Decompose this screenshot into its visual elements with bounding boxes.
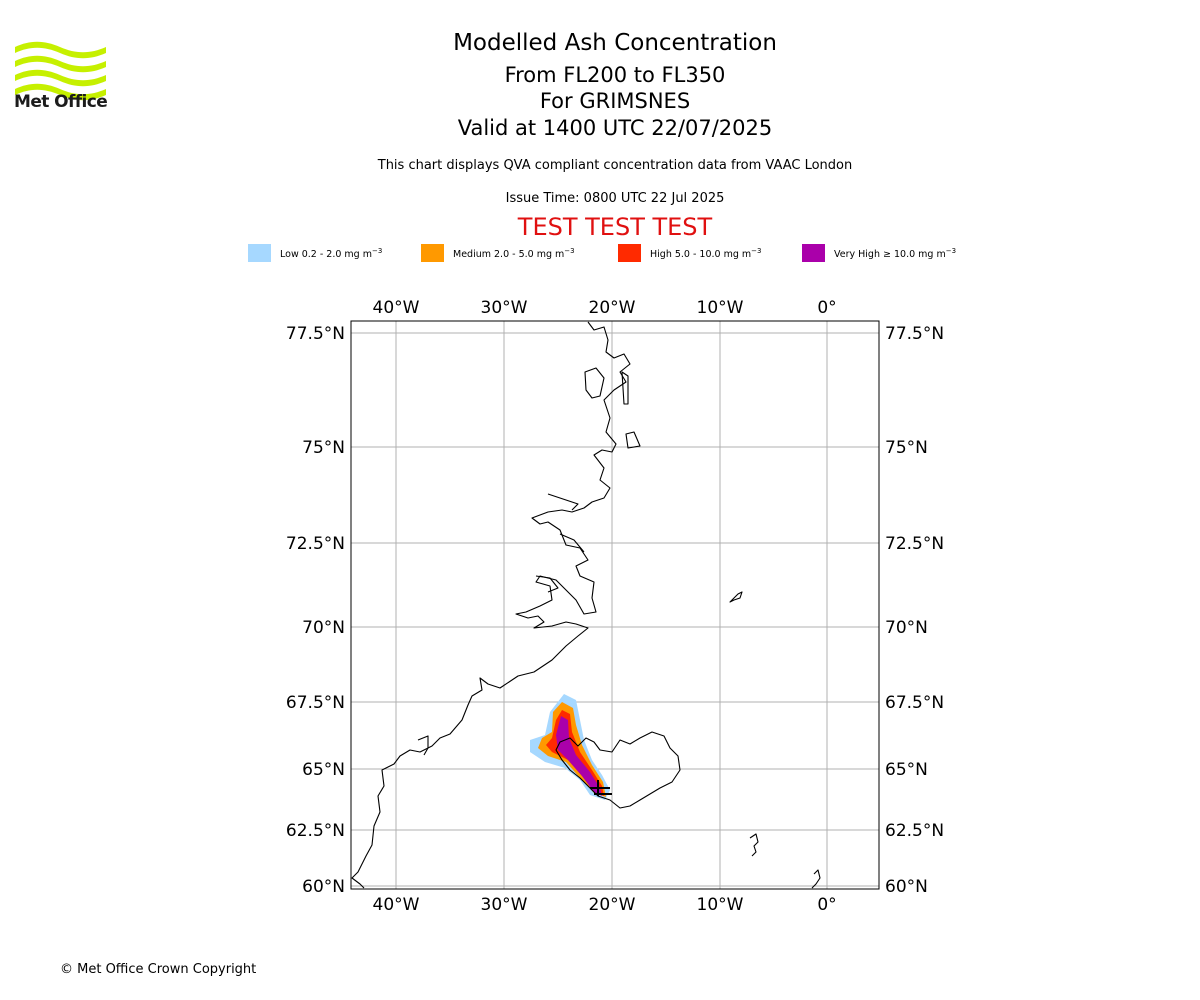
flight-levels: From FL200 to FL350 — [504, 63, 726, 87]
lat-label-right: 67.5°N — [885, 693, 944, 713]
lat-label-left: 70°N — [302, 618, 345, 638]
axis-labels: 40°W 40°W 30°W 30°W 20°W 20°W 10°W 10°W 0° 0° 77.5… — [286, 298, 944, 915]
legend-label-high: High 5.0 - 10.0 mg m−3 — [650, 247, 762, 261]
greenland-fjord-2 — [547, 493, 579, 511]
volcano-marker — [590, 780, 612, 796]
met-office-logo — [15, 41, 106, 101]
ash-plume — [530, 694, 610, 800]
lon-label-bottom: 30°W — [481, 895, 528, 915]
copyright-notice: © Met Office Crown Copyright — [60, 962, 257, 977]
lat-label-left: 62.5°N — [286, 821, 345, 841]
lat-label-left: 72.5°N — [286, 534, 345, 554]
chart-title: Modelled Ash Concentration — [453, 30, 777, 56]
lat-label-right: 65°N — [885, 760, 928, 780]
test-banner: TEST TEST TEST — [517, 213, 713, 241]
lat-label-left: 60°N — [302, 877, 345, 897]
faroe-islands — [749, 833, 759, 857]
legend-swatch-low — [248, 244, 271, 262]
lat-label-right: 77.5°N — [885, 324, 944, 344]
greenland-fjord-5 — [417, 735, 429, 756]
legend-label-low: Low 0.2 - 2.0 mg m−3 — [280, 247, 383, 261]
lat-label-right: 75°N — [885, 438, 928, 458]
greenland-fjord-1 — [584, 367, 605, 399]
lat-label-left: 75°N — [302, 438, 345, 458]
graticule — [351, 321, 879, 889]
lon-label-top: 40°W — [373, 298, 420, 318]
lon-label-bottom: 0° — [817, 895, 836, 915]
greenland-east-coast — [351, 321, 631, 889]
jan-mayen — [729, 591, 743, 603]
lat-label-right: 72.5°N — [885, 534, 944, 554]
volcano-name: For GRIMSNES — [539, 89, 691, 113]
logo-wordmark: Met Office — [14, 92, 108, 112]
lat-label-left: 77.5°N — [286, 324, 345, 344]
legend: Low 0.2 - 2.0 mg m−3 Medium 2.0 - 5.0 mg… — [0, 244, 1200, 264]
lon-label-bottom: 10°W — [697, 895, 744, 915]
lat-label-right: 62.5°N — [885, 821, 944, 841]
ash-very-high-region — [556, 716, 602, 796]
greenland-fjord-4 — [535, 575, 559, 593]
lon-label-top: 0° — [817, 298, 836, 318]
compliance-note: This chart displays QVA compliant concen… — [377, 158, 853, 173]
shetland-islands — [811, 869, 821, 889]
lat-label-right: 60°N — [885, 877, 928, 897]
iceland-coast — [555, 731, 681, 809]
coastlines — [351, 321, 821, 889]
lat-label-left: 65°N — [302, 760, 345, 780]
legend-label-medium: Medium 2.0 - 5.0 mg m−3 — [453, 247, 575, 261]
legend-swatch-very-high — [802, 244, 825, 262]
lon-label-top: 20°W — [589, 298, 636, 318]
lat-label-left: 67.5°N — [286, 693, 345, 713]
valid-time: Valid at 1400 UTC 22/07/2025 — [457, 116, 773, 140]
lon-label-top: 10°W — [697, 298, 744, 318]
greenland-island-1 — [621, 371, 629, 405]
issue-time: Issue Time: 0800 UTC 22 Jul 2025 — [505, 191, 725, 206]
legend-label-very-high: Very High ≥ 10.0 mg m−3 — [834, 247, 957, 261]
legend-swatch-medium — [421, 244, 444, 262]
lon-label-bottom: 40°W — [373, 895, 420, 915]
greenland-fjord-3 — [559, 533, 585, 553]
lon-label-bottom: 20°W — [589, 895, 636, 915]
lon-label-top: 30°W — [481, 298, 528, 318]
greenland-island-2 — [625, 431, 641, 449]
lat-label-right: 70°N — [885, 618, 928, 638]
legend-swatch-high — [618, 244, 641, 262]
map-frame — [350, 320, 880, 890]
